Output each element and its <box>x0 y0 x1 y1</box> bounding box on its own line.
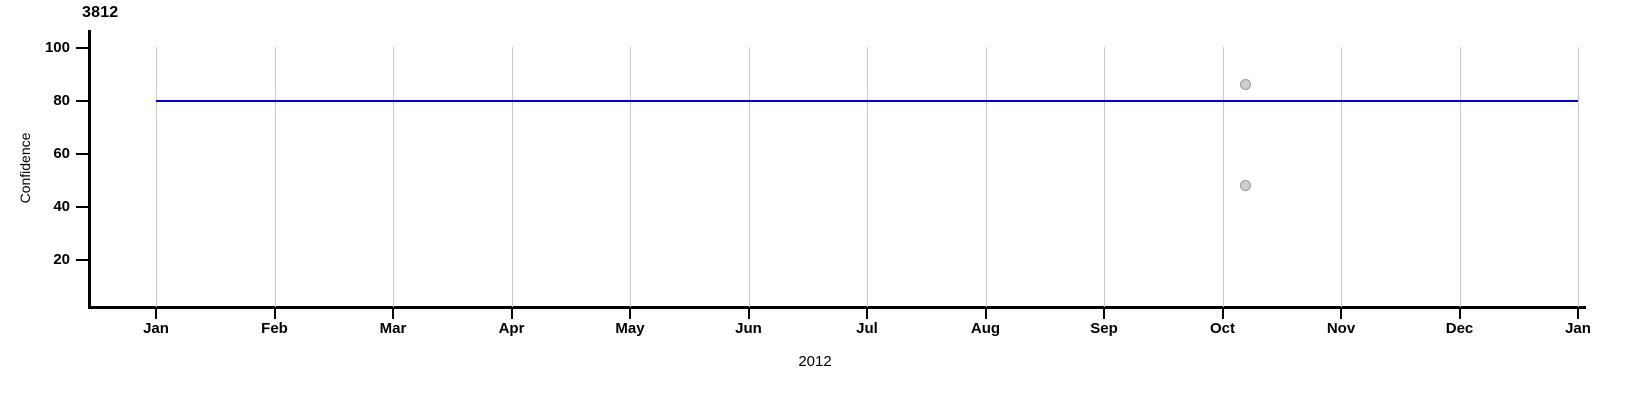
x-axis-tick-label-3: Apr <box>498 320 525 337</box>
threshold-line <box>156 100 1578 102</box>
gridline-jan-12 <box>1578 47 1579 307</box>
x-axis-tick-label-9: Oct <box>1209 320 1235 337</box>
y-axis-tick-100 <box>76 47 88 49</box>
gridline-dec-11 <box>1459 47 1461 307</box>
x-axis-tick-0 <box>155 309 157 319</box>
x-axis-tick-label-10: Nov <box>1326 320 1356 337</box>
x-axis-tick-4 <box>629 309 631 319</box>
y-axis-tick-label-80: 80 <box>53 92 70 109</box>
x-axis-tick-label-2: Mar <box>379 320 407 337</box>
x-axis-tick-label-8: Sep <box>1090 320 1118 337</box>
y-axis-tick-label-60: 60 <box>53 145 70 162</box>
x-axis-tick-6 <box>866 309 868 319</box>
x-axis-spine <box>88 306 1586 309</box>
x-axis-tick-label-7: Aug <box>970 320 1001 337</box>
gridline-jun-5 <box>748 47 750 307</box>
x-axis-tick-1 <box>273 309 276 319</box>
gridline-apr-3 <box>511 47 513 307</box>
y-axis-tick-40 <box>76 206 88 208</box>
x-axis-tick-label-0: Jan <box>143 320 169 337</box>
x-axis-tick-2 <box>392 309 394 319</box>
x-axis-tick-10 <box>1340 309 1342 319</box>
gridline-feb-1 <box>274 47 276 307</box>
y-axis-tick-label-40: 40 <box>53 198 70 215</box>
x-axis-tick-8 <box>1103 309 1105 319</box>
x-axis-title: 2012 <box>0 353 1650 370</box>
gridline-nov-10 <box>1341 47 1342 307</box>
x-axis-tick-9 <box>1221 309 1224 319</box>
y-axis-tick-label-100: 100 <box>44 39 70 56</box>
x-axis-tick-12 <box>1577 309 1579 319</box>
x-axis-tick-label-4: May <box>615 320 645 337</box>
x-axis-tick-label-11: Dec <box>1445 320 1474 337</box>
x-axis-tick-11 <box>1458 309 1461 319</box>
y-axis-title: Confidence <box>17 132 33 204</box>
gridline-oct-9 <box>1222 47 1224 307</box>
x-axis-tick-label-12: Jan <box>1565 320 1591 337</box>
y-axis-tick-60 <box>76 153 88 155</box>
gridline-aug-7 <box>985 47 987 307</box>
data-point-0[interactable] <box>1240 79 1252 91</box>
x-axis-tick-label-6: Jul <box>856 320 878 337</box>
gridline-jan-0 <box>156 47 157 307</box>
x-axis-tick-label-1: Feb <box>261 320 288 337</box>
y-axis-spine <box>88 30 91 309</box>
gridline-jul-6 <box>867 47 868 307</box>
gridline-mar-2 <box>393 47 394 307</box>
x-axis-title-text: 2012 <box>798 353 832 370</box>
data-point-1[interactable] <box>1240 179 1252 191</box>
gridline-may-4 <box>630 47 631 307</box>
chart-title: 3812 <box>82 4 119 21</box>
x-axis-tick-7 <box>984 309 987 319</box>
y-axis-tick-80 <box>76 100 88 102</box>
y-axis-tick-20 <box>76 259 88 261</box>
x-axis-tick-label-5: Jun <box>735 320 762 337</box>
x-axis-tick-3 <box>510 309 513 319</box>
x-axis-tick-5 <box>747 309 750 319</box>
y-axis-tick-label-20: 20 <box>53 251 70 268</box>
gridline-sep-8 <box>1104 47 1105 307</box>
